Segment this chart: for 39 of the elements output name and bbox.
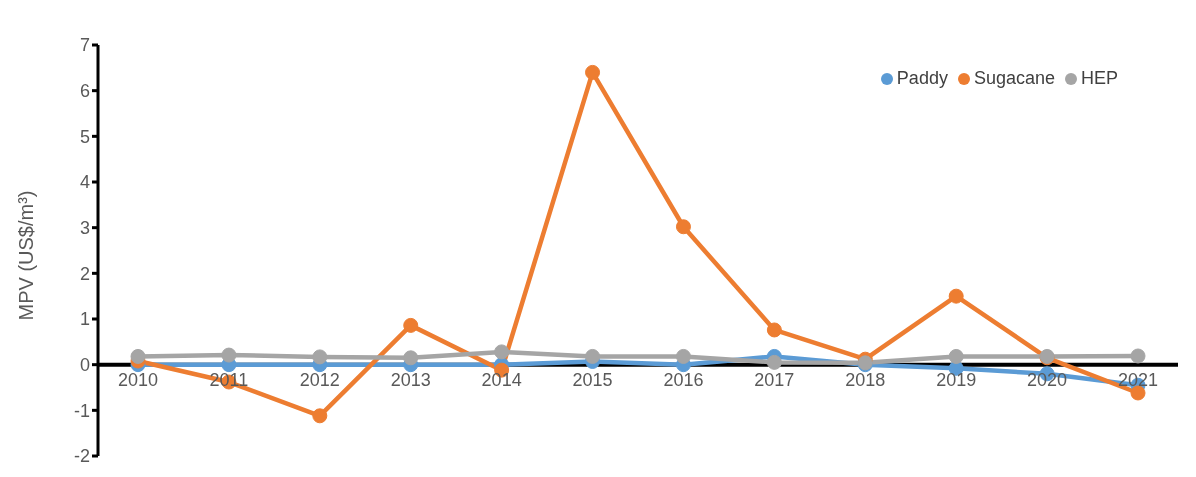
x-tick-label: 2012 xyxy=(299,370,340,390)
y-tick-label: 3 xyxy=(79,218,90,239)
y-tick-label: 1 xyxy=(79,309,90,330)
y-tick-label: 4 xyxy=(79,172,90,193)
x-tick-label: 2018 xyxy=(845,370,886,390)
point xyxy=(675,348,691,364)
point xyxy=(766,322,782,338)
point xyxy=(585,348,601,364)
point xyxy=(312,349,328,365)
y-tick-label: 5 xyxy=(79,126,90,147)
x-tick-label: 2016 xyxy=(663,370,704,390)
point xyxy=(766,354,782,370)
point xyxy=(312,408,328,424)
x-tick-label: 2017 xyxy=(754,370,795,390)
point xyxy=(948,348,964,364)
point xyxy=(585,64,601,80)
y-tick-label: 7 xyxy=(79,35,90,56)
x-tick-label: 2014 xyxy=(481,370,522,390)
point xyxy=(675,219,691,235)
y-tick-label: 2 xyxy=(79,263,90,284)
legend-label: HEP xyxy=(1080,68,1118,88)
point xyxy=(403,317,419,333)
point xyxy=(1130,348,1146,364)
y-tick-label: -2 xyxy=(73,446,90,467)
x-tick-label: 2015 xyxy=(572,370,613,390)
point xyxy=(221,347,237,363)
y-tick-label: 0 xyxy=(79,355,90,376)
x-tick-label: 2010 xyxy=(117,370,159,390)
legend-label: Sugacane xyxy=(973,68,1055,88)
point xyxy=(948,288,964,304)
point xyxy=(494,344,510,360)
legend-label: Paddy xyxy=(896,68,948,88)
x-tick-label: 2019 xyxy=(936,370,977,390)
y-tick-label: 6 xyxy=(79,81,90,102)
point xyxy=(130,348,146,364)
x-tick-label: 2013 xyxy=(390,370,431,390)
point xyxy=(403,350,419,366)
y-axis-title: MPV (US$/m³) xyxy=(15,190,38,321)
y-tick-label: -1 xyxy=(73,400,90,421)
